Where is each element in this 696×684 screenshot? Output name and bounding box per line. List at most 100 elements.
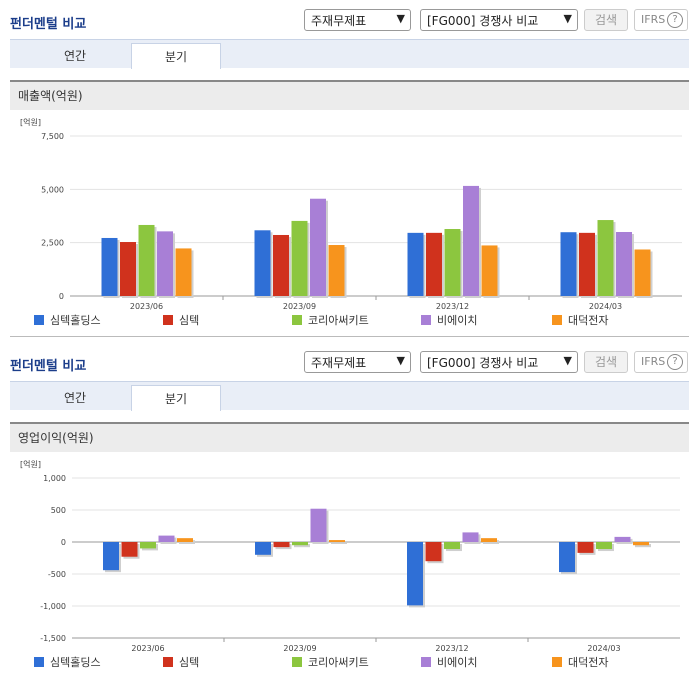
ifrs-label: IFRS [641, 13, 666, 26]
y-tick-label: -500 [48, 570, 66, 579]
bar-심텍 [425, 542, 442, 562]
tab-quarterly[interactable]: 분기 [131, 43, 221, 69]
ifrs-help-button[interactable]: IFRS ? [634, 351, 688, 373]
legend-swatch [34, 657, 44, 667]
compare-group-value: [FG000] 경쟁사 비교 [427, 14, 539, 28]
revenue-chart: [억원]7,500 5,000 2,500 0 2023/06 2023/09 2023/1… [20, 117, 682, 327]
compare-group-value: [FG000] 경쟁사 비교 [427, 356, 539, 370]
bar-대덕전자 [634, 249, 651, 296]
y-tick-label: -1,000 [40, 602, 66, 611]
legend-swatch [163, 315, 173, 325]
period-tabs: 연간 분기 [10, 381, 689, 411]
y-tick-label: 5,000 [41, 185, 64, 194]
bar-심텍 [273, 234, 289, 296]
compare-group-select[interactable]: [FG000] 경쟁사 비교 ▼ [420, 9, 578, 31]
bar-대덕전자 [177, 538, 193, 542]
legend-swatch [421, 657, 431, 667]
y-tick-label: 500 [51, 506, 66, 515]
y-tick-label: 7,500 [41, 132, 64, 141]
bar-비에이치 [463, 185, 479, 296]
divider [10, 336, 689, 337]
bar-심텍 [579, 232, 595, 296]
bar-심텍 [273, 542, 290, 548]
legend-label: 심텍 [179, 656, 199, 669]
unit-label: [억원] [20, 459, 41, 469]
x-tick-label: 2023/06 [131, 644, 164, 653]
legend-label: 코리아써키트 [308, 656, 369, 669]
x-tick-label: 2023/06 [130, 302, 163, 311]
bar-비에이치 [158, 535, 175, 542]
y-tick-label: 2,500 [41, 239, 64, 248]
y-tick-label: -1,500 [40, 634, 66, 643]
bar-비에이치 [614, 536, 631, 542]
bar-심텍홀딩스 [101, 237, 118, 296]
statement-type-value: 주재무제표 [311, 356, 367, 370]
bar-심텍홀딩스 [560, 232, 577, 296]
period-tabs: 연간 분기 [10, 39, 689, 69]
bar-심텍홀딩스 [103, 542, 119, 571]
tab-annual[interactable]: 연간 [63, 49, 87, 63]
y-tick-label: 1,000 [43, 474, 66, 483]
bar-심텍홀딩스 [559, 542, 575, 573]
chevron-down-icon: ▼ [396, 354, 405, 367]
bar-비에이치 [310, 198, 326, 296]
legend-label: 비에이치 [437, 314, 477, 327]
chevron-down-icon: ▼ [396, 12, 405, 25]
bar-심텍홀딩스 [255, 542, 271, 555]
operating-profit-chart: [억원]1,000 500 0 -500 -1,000 -1,500 2023/06 2023… [20, 459, 680, 669]
compare-group-select[interactable]: [FG000] 경쟁사 비교 ▼ [420, 351, 578, 373]
legend-swatch [34, 315, 44, 325]
bar-비에이치 [462, 532, 479, 542]
legend-label: 대덕전자 [568, 656, 608, 669]
bar-대덕전자 [633, 542, 649, 546]
y-tick-label: 0 [61, 538, 66, 547]
bar-심텍홀딩스 [407, 542, 423, 606]
x-tick-label: 2023/09 [283, 302, 316, 311]
statement-type-value: 주재무제표 [311, 14, 367, 28]
bar-shadow [635, 544, 651, 548]
bar-심텍 [121, 542, 138, 557]
bar-코리아써키트 [291, 220, 308, 296]
unit-label: [억원] [20, 117, 41, 127]
x-tick-label: 2023/12 [436, 302, 469, 311]
bar-비에이치 [310, 508, 327, 542]
metric-header: 영업이익(억원) [10, 422, 689, 452]
bar-대덕전자 [329, 540, 345, 542]
x-tick-label: 2024/03 [589, 302, 622, 311]
ifrs-label: IFRS [641, 355, 666, 368]
bar-대덕전자 [175, 248, 192, 296]
bar-심텍홀딩스 [407, 232, 424, 296]
tab-quarterly[interactable]: 분기 [131, 385, 221, 411]
statement-type-select[interactable]: 주재무제표 ▼ [304, 351, 411, 373]
bar-코리아써키트 [138, 224, 155, 296]
bar-shadow [483, 540, 499, 544]
chevron-down-icon: ▼ [563, 354, 572, 367]
bar-심텍홀딩스 [254, 230, 271, 296]
x-tick-label: 2023/12 [435, 644, 468, 653]
search-button[interactable]: 검색 [584, 351, 628, 373]
statement-type-select[interactable]: 주재무제표 ▼ [304, 9, 411, 31]
bar-비에이치 [616, 232, 632, 296]
legend-swatch [552, 657, 562, 667]
legend-label: 비에이치 [437, 656, 477, 669]
metric-header: 매출액(억원) [10, 80, 689, 110]
bar-대덕전자 [481, 538, 497, 542]
ifrs-help-button[interactable]: IFRS ? [634, 9, 688, 31]
legend-swatch [421, 315, 431, 325]
bar-심텍 [426, 232, 442, 296]
chevron-down-icon: ▼ [563, 12, 572, 25]
bar-shadow [179, 540, 195, 544]
legend-label: 심텍홀딩스 [50, 314, 101, 327]
bar-코리아써키트 [292, 542, 308, 546]
bar-대덕전자 [481, 245, 498, 296]
x-tick-label: 2023/09 [283, 644, 316, 653]
x-tick-label: 2024/03 [587, 644, 620, 653]
legend-swatch [292, 315, 302, 325]
y-tick-label: 0 [59, 292, 64, 301]
tab-annual[interactable]: 연간 [63, 391, 87, 405]
bar-코리아써키트 [597, 220, 614, 296]
search-button[interactable]: 검색 [584, 9, 628, 31]
bar-shadow [294, 544, 310, 548]
bar-코리아써키트 [444, 229, 461, 296]
bar-심텍 [577, 542, 594, 553]
